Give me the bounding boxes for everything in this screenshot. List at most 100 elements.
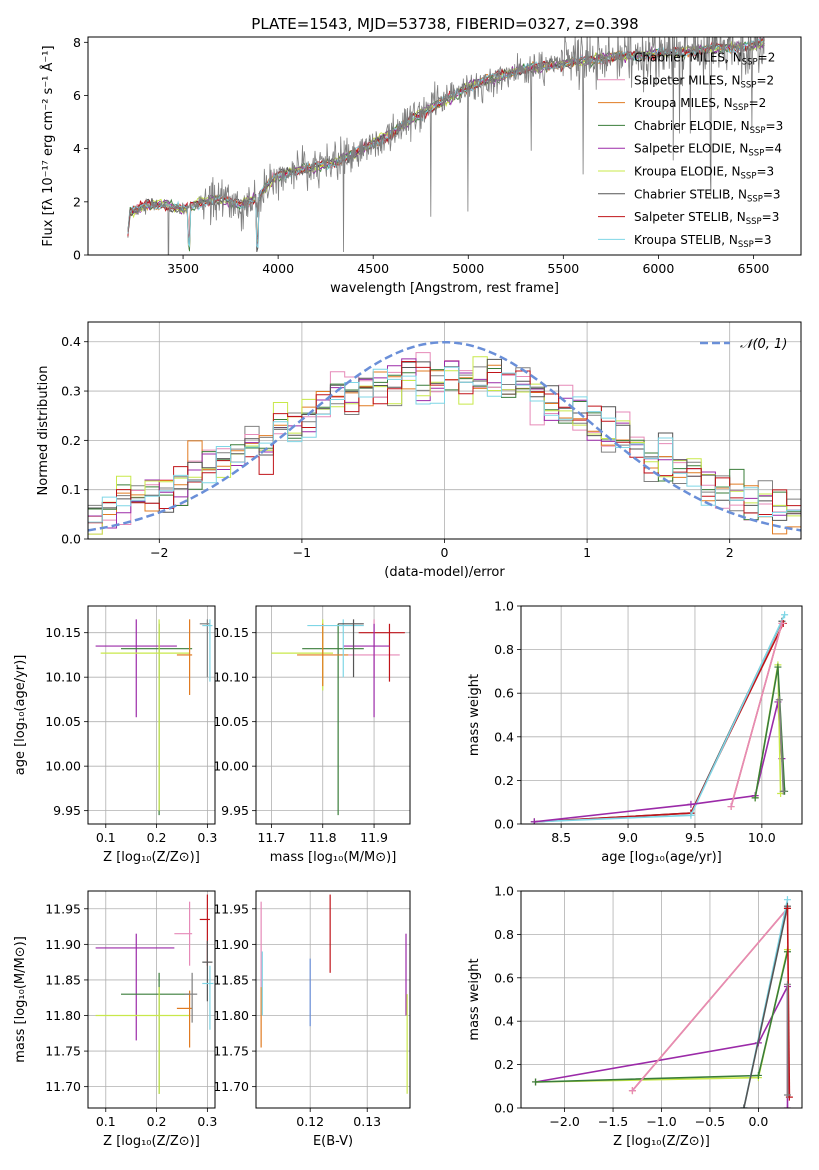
legend-n: =3 [766, 119, 784, 133]
y-axis-label: Flux [fλ 10⁻¹⁷ erg cm⁻² s⁻¹ Å⁻¹] [40, 45, 56, 246]
x-tick-label: 8.5 [551, 830, 571, 845]
legend-n: =2 [758, 51, 776, 65]
axes-frame [87, 605, 216, 825]
y-tick-label: 11.80 [45, 1008, 81, 1023]
mass-weight-point [727, 803, 735, 811]
residuals-axes: −2 −1 0 1 2 0.0 0.1 0.2 0.3 0.4 (data-model)/error… [36, 321, 802, 580]
y-axis-label: Normed distribution [36, 366, 51, 496]
y-tick-label: 1.0 [494, 884, 514, 899]
mass-weight-point [751, 794, 759, 802]
mass-weight-point [628, 1087, 636, 1095]
legend-sub: SSP [750, 126, 766, 136]
mass-weight-point [779, 787, 787, 795]
histogram-step [88, 366, 801, 523]
x-tick-label: 9.5 [685, 830, 705, 845]
legend-label: Salpeter STELIB, NSSP=3 [634, 210, 779, 227]
x-tick-label: −2.0 [549, 1114, 579, 1129]
x-tick-label: 3500 [167, 261, 199, 276]
y-tick-label: 0.8 [494, 642, 514, 657]
x-tick-label: 11.7 [257, 830, 285, 845]
legend-label: Kroupa MILES, NSSP=2 [634, 96, 766, 113]
legend-label: 𝒩(0, 1) [740, 337, 787, 352]
legend-label: Salpeter ELODIE, NSSP=4 [634, 142, 782, 159]
y-tick-label: 0.2 [494, 773, 514, 788]
legend-sub: SSP [742, 58, 758, 68]
y-tick-label: 0.3 [61, 384, 81, 399]
legend-name: Kroupa STELIB, N [634, 233, 738, 247]
y-tick-label: 0.4 [494, 1014, 514, 1029]
legend-label: Chabrier STELIB, NSSP=3 [634, 187, 781, 204]
legend-name: Chabrier STELIB, N [634, 187, 747, 201]
legend-sub: SSP [741, 172, 757, 182]
x-tick-label: 0.2 [147, 830, 167, 845]
figure-title: PLATE=1543, MJD=53738, FIBERID=0327, z=0… [251, 15, 638, 33]
axes-frame [87, 890, 216, 1109]
y-tick-label: 9.95 [53, 803, 81, 818]
mass-weight-point [783, 1104, 791, 1108]
y-axis-label: mass [log₁₀(M/M⊙)] [13, 936, 28, 1063]
y-tick-label: 0.4 [494, 729, 514, 744]
legend-sub: SSP [746, 217, 762, 227]
x-tick-label: 5500 [547, 261, 579, 276]
y-tick-label: 0.0 [494, 1101, 514, 1116]
legend-n: =3 [754, 233, 772, 247]
mass-weight-point [754, 1071, 762, 1079]
legend-label: Chabrier ELODIE, NSSP=3 [634, 119, 783, 136]
y-tick-label: 1.0 [494, 599, 514, 614]
mass-weight-point [687, 811, 695, 819]
mass-weight-point [775, 696, 783, 704]
mass-weight-point [687, 800, 695, 808]
x-tick-label: −0.5 [695, 1114, 725, 1129]
y-tick-label: 11.90 [213, 937, 249, 952]
legend-sub: SSP [738, 240, 754, 250]
y-tick-label: 0.8 [494, 927, 514, 942]
mass-weight-point [778, 619, 786, 627]
mass-weight-point [530, 818, 538, 824]
legend-name: Salpeter STELIB, N [634, 210, 746, 224]
mass-Z-axes: 0.1 0.2 0.3 11.70 11.75 11.80 11.85 11.90 11.95 Z… [13, 890, 217, 1149]
y-tick-label: 0.6 [494, 970, 514, 985]
legend-name: Kroupa ELODIE, N [634, 165, 741, 179]
legend-sub: SSP [747, 194, 763, 204]
y-tick-label: 0.1 [61, 482, 81, 497]
legend-n: =2 [749, 96, 767, 110]
x-tick-label: 1 [583, 545, 591, 560]
x-tick-label: 11.9 [360, 830, 388, 845]
y-tick-label: 0.4 [61, 334, 81, 349]
y-tick-label: 10.15 [213, 625, 249, 640]
mass-weight-line [534, 701, 783, 823]
y-tick-label: 10.00 [213, 759, 249, 774]
axes-frame [87, 321, 802, 540]
mass-weight-point [781, 611, 789, 619]
y-tick-label: 10.10 [213, 670, 249, 685]
mass-weight-point [774, 663, 782, 671]
legend-n: =3 [762, 210, 780, 224]
mass-weight-point [532, 1078, 540, 1086]
age-Z-axes: 0.1 0.2 0.3 9.95 10.00 10.05 10.10 10.15 Z [log₁… [13, 605, 217, 865]
mass-weight-line [778, 699, 785, 792]
x-tick-label: 6500 [738, 261, 770, 276]
x-axis-label: wavelength [Angstrom, rest frame] [330, 281, 559, 296]
legend-name: Kroupa MILES, N [634, 96, 733, 110]
legend-n: =3 [763, 187, 781, 201]
y-axis-label: age [log₁₀(age/yr)] [13, 655, 28, 776]
legend-name: Chabrier ELODIE, N [634, 119, 750, 133]
y-tick-label: 2 [73, 194, 81, 209]
mass-weight-line [534, 623, 785, 823]
legend-sub: SSP [741, 80, 757, 90]
age-mass-axes: 11.7 11.8 11.9 9.95 10.00 10.05 10.10 10.15 mass… [213, 605, 411, 865]
x-tick-label: 5000 [452, 261, 484, 276]
y-tick-label: 10.00 [45, 759, 81, 774]
mass-EBV-axes: 0.12 0.13 11.70 11.75 11.80 11.85 11.90 11.95 E(… [213, 890, 411, 1149]
mass-weight-line [730, 623, 783, 807]
mass-weight-line [534, 614, 786, 823]
mass-weight-line [743, 906, 789, 1108]
x-axis-label: (data-model)/error [384, 565, 505, 580]
y-tick-label: 8 [73, 35, 81, 50]
x-tick-label: 0.2 [147, 1114, 167, 1129]
legend-n: =4 [764, 142, 782, 156]
x-tick-label: 11.8 [309, 830, 337, 845]
y-tick-label: 11.80 [213, 1008, 249, 1023]
legend-sub: SSP [733, 103, 749, 113]
